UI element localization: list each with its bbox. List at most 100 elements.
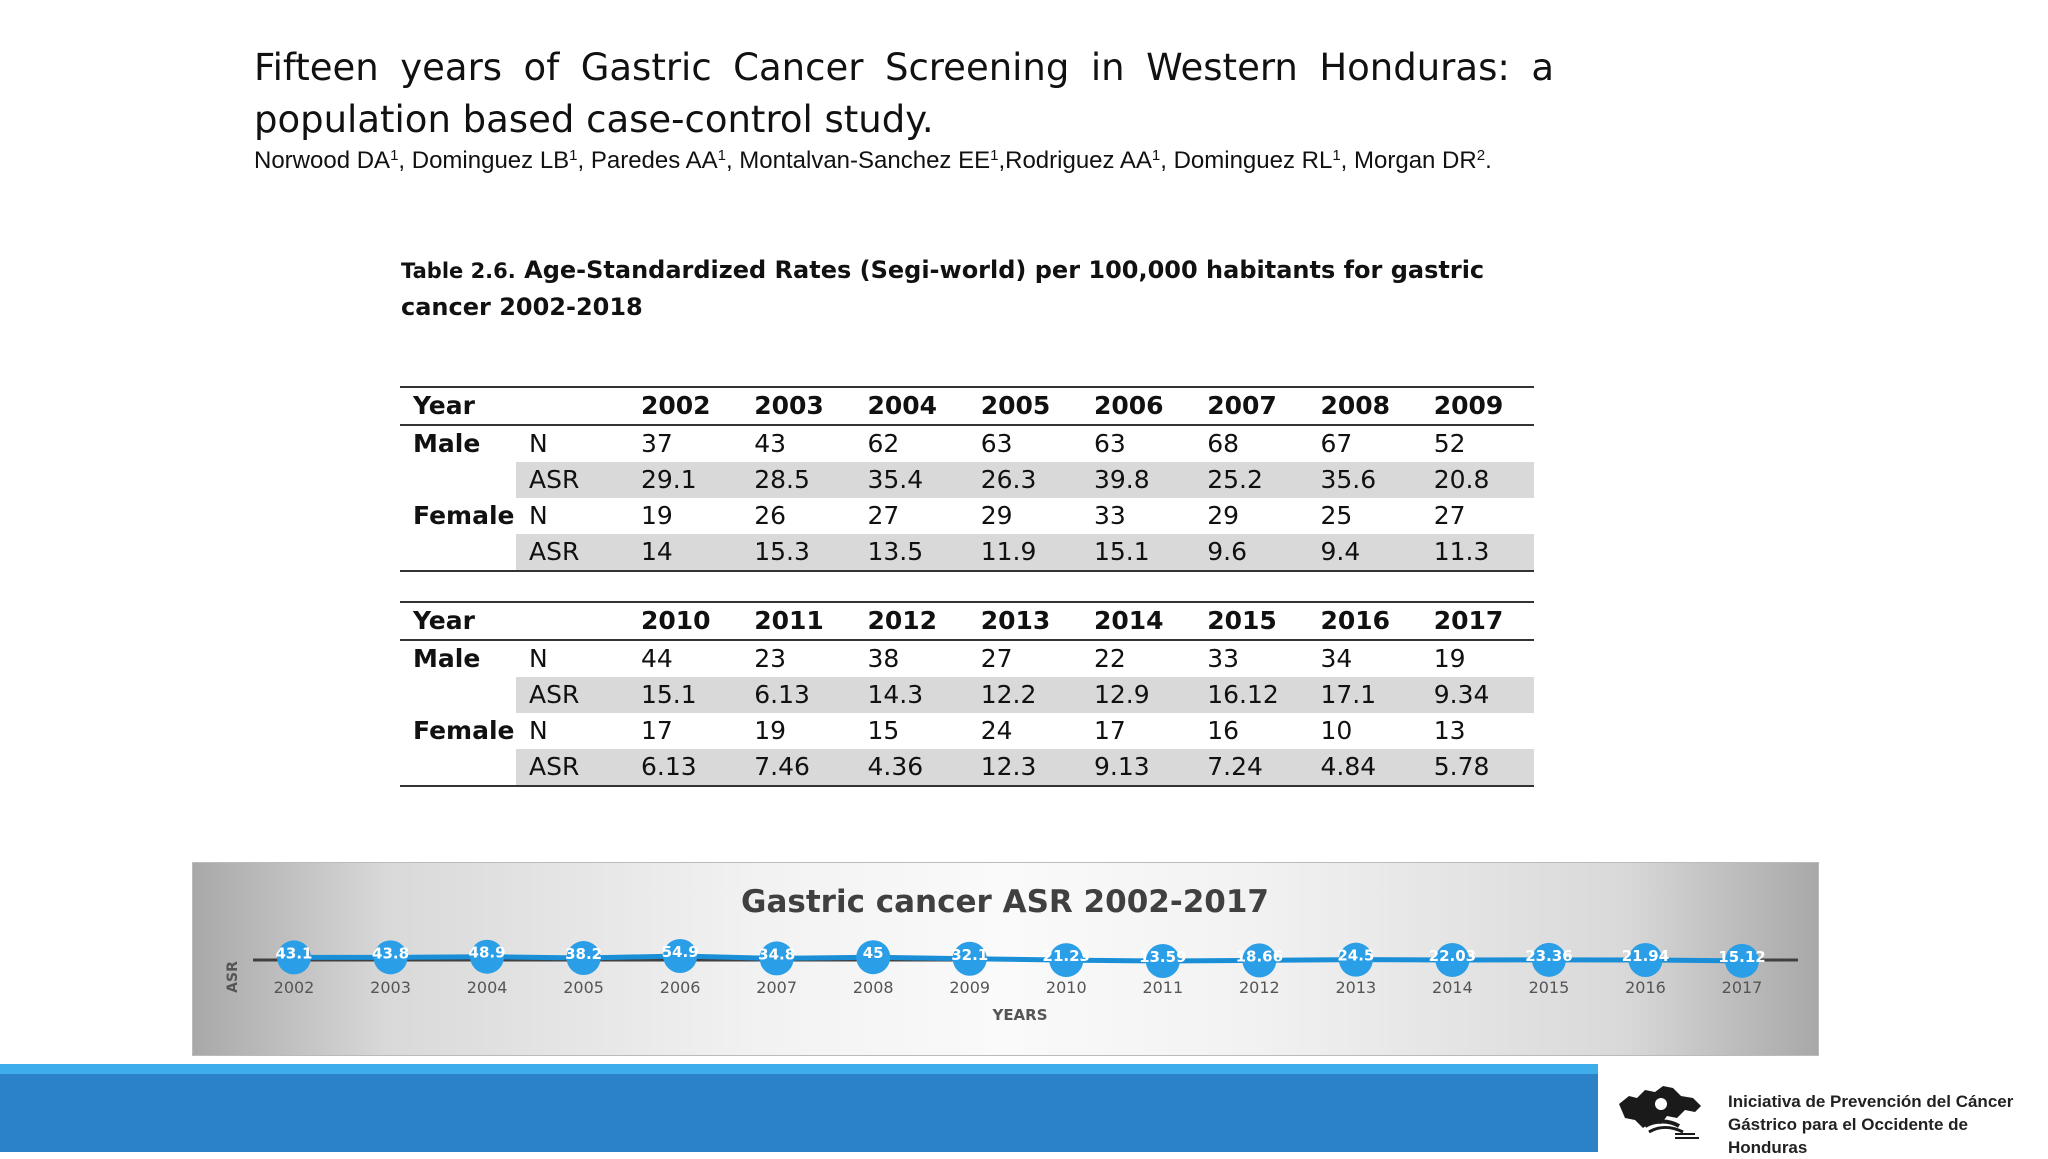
sex-group-label: Male (413, 429, 481, 458)
table-cell: 27 (1433, 501, 1466, 530)
year-column-header: 2017 (1420, 601, 1534, 641)
author-separator: , (998, 147, 1006, 174)
year-column-header: 2009 (1420, 386, 1534, 426)
table-cell: 9.34 (1420, 677, 1534, 713)
table-cell: 27 (867, 501, 900, 530)
table-cell: 44 (641, 644, 673, 673)
sex-group-label (400, 462, 516, 498)
metric-label: N (529, 644, 548, 673)
year-column-header: 2002 (628, 386, 742, 426)
table-cell: 4.84 (1307, 749, 1421, 787)
asr-table-2002-2009: Year 2002 2003 2004 2005 2006 2007 2008 2009 Male… (400, 386, 1534, 572)
footer-bar (0, 1074, 1598, 1152)
table-cell: 6.13 (741, 677, 855, 713)
table-cell: 26.3 (967, 462, 1081, 498)
table-cell: 29.1 (628, 462, 742, 498)
table-cell: 11.9 (967, 534, 1081, 572)
table-cell: 63 (1094, 429, 1126, 458)
table-header-row: Year 2010 2011 2012 2013 2014 2015 2016 2017 (400, 601, 1534, 641)
table-row: Female N 17 19 15 24 17 16 10 13 (400, 713, 1534, 749)
table-cell: 9.13 (1081, 749, 1195, 787)
data-point (663, 939, 698, 973)
year-column-header: 2016 (1307, 601, 1421, 641)
data-label: 18.66 (1236, 947, 1283, 965)
year-column-header: 2005 (967, 386, 1081, 426)
chart-marks: 43.1 2002 43.8 2003 48.9 2004 38.2 2005 54.9 2006… (274, 939, 1766, 997)
table-cell: 38 (867, 644, 900, 673)
data-point (1049, 943, 1084, 978)
chart-y-axis-label: ASR (225, 961, 241, 993)
author-affiliation: 1 (1151, 147, 1161, 164)
table-cell: 12.2 (967, 677, 1081, 713)
year-column-header: 2014 (1081, 601, 1195, 641)
year-column-header: 2013 (967, 601, 1081, 641)
data-point (566, 941, 601, 976)
author-list: Norwood DA1, Dominguez LB1, Paredes AA1,… (254, 146, 1554, 176)
table-cell: 10 (1320, 716, 1353, 745)
author-separator: . (1485, 147, 1492, 174)
x-tick-label: 2017 (1722, 978, 1763, 997)
year-column-header: 2012 (854, 601, 968, 641)
table-cell: 15 (867, 716, 900, 745)
x-tick-label: 2014 (1432, 978, 1473, 997)
year-column-header: 2008 (1307, 386, 1421, 426)
chart-svg: Gastric cancer ASR 2002-2017 ASR 43.1 200… (225, 884, 1798, 1024)
year-column-header: 2007 (1194, 386, 1308, 426)
table-cell: 29 (980, 501, 1013, 530)
x-tick-label: 2016 (1625, 978, 1666, 997)
table-cell: 12.3 (967, 749, 1081, 787)
x-tick-label: 2004 (467, 978, 508, 997)
metric-label: N (529, 501, 548, 530)
year-column-header: 2006 (1081, 386, 1195, 426)
table-cell: 19 (754, 716, 787, 745)
table-row: Male N 44 23 38 27 22 33 34 19 (400, 640, 1534, 677)
author-name: Rodriguez AA (1005, 147, 1152, 174)
data-label: 13.59 (1139, 948, 1186, 966)
x-tick-label: 2009 (949, 978, 990, 997)
data-point (1242, 943, 1277, 978)
table-cell: 11.3 (1420, 534, 1534, 572)
table-cell: 17 (641, 716, 673, 745)
table-caption: Table 2.6. Age-Standardized Rates (Segi-… (401, 252, 1541, 325)
organization-name-line1: Iniciativa de Prevención del Cáncer (1728, 1092, 2014, 1111)
data-label: 43.1 (275, 944, 312, 962)
data-label: 21.94 (1622, 947, 1669, 965)
table-row: Female N 19 26 27 29 33 29 25 27 (400, 498, 1534, 534)
data-point (1628, 942, 1663, 977)
data-point (1338, 942, 1373, 977)
organization-name: Iniciativa de Prevención del Cáncer Gást… (1728, 1090, 2048, 1159)
asr-line-chart: Gastric cancer ASR 2002-2017 ASR 43.1 200… (192, 862, 1819, 1056)
metric-label: N (529, 429, 548, 458)
table-cell: 16 (1207, 716, 1240, 745)
table-row: Male N 37 43 62 63 63 68 67 52 (400, 425, 1534, 462)
metric-header (516, 386, 628, 426)
author-name: Paredes AA (590, 147, 718, 174)
sex-group-label: Male (413, 644, 481, 673)
author-affiliation: 1 (990, 147, 999, 164)
table-cell: 17 (1094, 716, 1126, 745)
table-cell: 43 (754, 429, 787, 458)
table-cell: 15.1 (628, 677, 742, 713)
metric-label: ASR (516, 749, 628, 787)
table-cell: 9.4 (1307, 534, 1421, 572)
data-label: 34.8 (758, 945, 795, 963)
table-cell: 27 (980, 644, 1013, 673)
metric-label: ASR (516, 534, 628, 572)
data-label: 32.1 (951, 946, 988, 964)
data-point (1725, 943, 1759, 978)
x-tick-label: 2012 (1239, 978, 1280, 997)
asr-table-2010-2017: Year 2010 2011 2012 2013 2014 2015 2016 2017 Male… (400, 601, 1534, 787)
sex-group-label: Female (413, 716, 515, 745)
table-cell: 15.1 (1081, 534, 1195, 572)
table-header-row: Year 2002 2003 2004 2005 2006 2007 2008 2009 (400, 386, 1534, 426)
author-name: Morgan DR (1354, 147, 1477, 174)
table-cell: 17.1 (1307, 677, 1421, 713)
table-cell: 25 (1320, 501, 1353, 530)
x-tick-label: 2015 (1529, 978, 1570, 997)
table-cell: 5.78 (1420, 749, 1534, 787)
table-cell: 52 (1433, 429, 1466, 458)
sex-group-label (400, 534, 516, 572)
table-cell: 63 (980, 429, 1013, 458)
data-point (759, 941, 794, 976)
table-cell: 34 (1320, 644, 1353, 673)
